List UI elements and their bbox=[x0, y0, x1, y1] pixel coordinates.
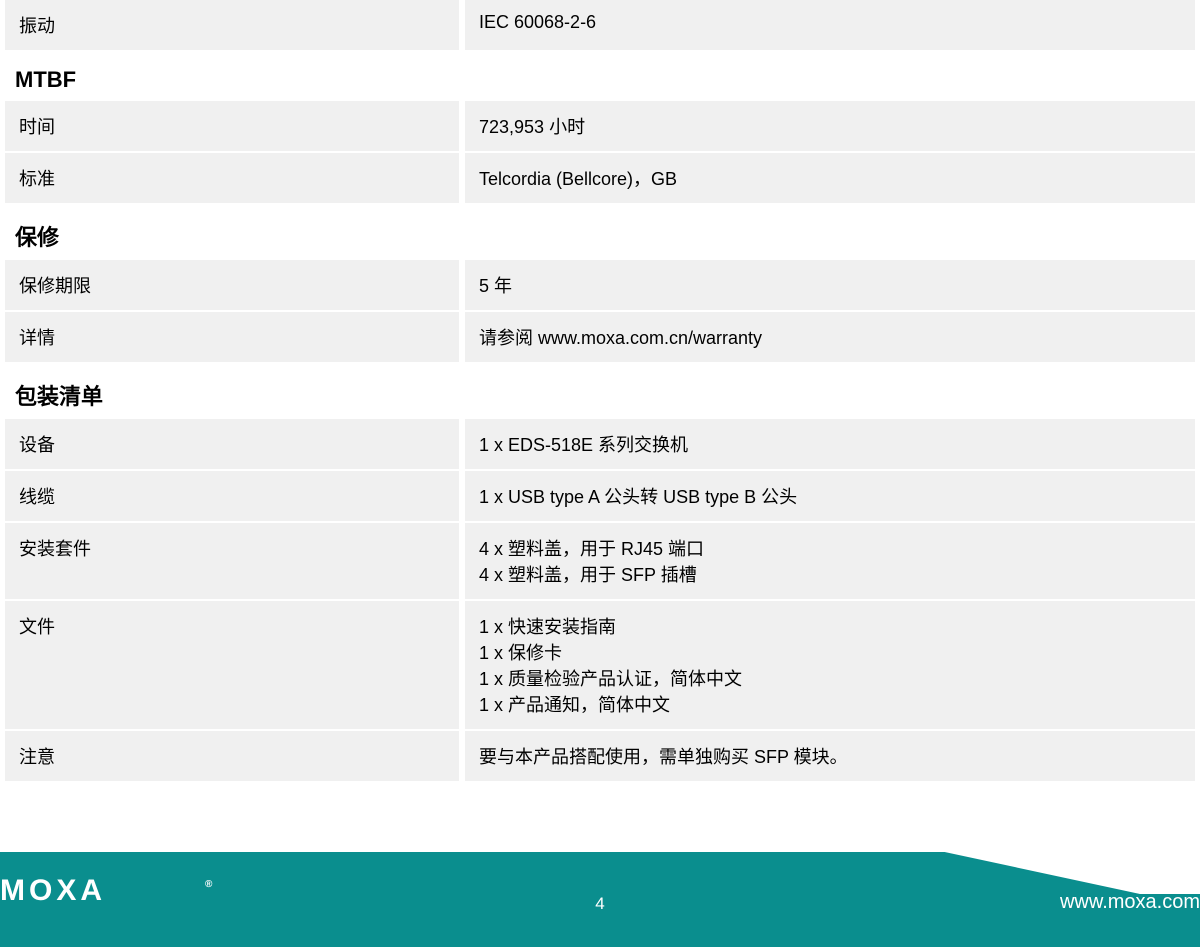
svg-text:®: ® bbox=[205, 879, 215, 890]
spec-label: 设备 bbox=[5, 419, 459, 469]
spec-value: Telcordia (Bellcore)，GB bbox=[465, 153, 1195, 203]
table-row: 详情 请参阅 www.moxa.com.cn/warranty bbox=[5, 312, 1195, 362]
spec-label: 标准 bbox=[5, 153, 459, 203]
table-row: 注意 要与本产品搭配使用，需单独购买 SFP 模块。 bbox=[5, 731, 1195, 781]
spec-value: 4 x 塑料盖，用于 RJ45 端口 4 x 塑料盖，用于 SFP 插槽 bbox=[465, 523, 1195, 599]
spec-label: 时间 bbox=[5, 101, 459, 151]
spec-label: 保修期限 bbox=[5, 260, 459, 310]
spec-label: 振动 bbox=[5, 0, 459, 50]
moxa-logo-icon: MOXA ® bbox=[0, 877, 215, 905]
table-row: 文件 1 x 快速安装指南 1 x 保修卡 1 x 质量检验产品认证，简体中文 … bbox=[5, 601, 1195, 729]
spec-value: 723,953 小时 bbox=[465, 101, 1195, 151]
spec-value: 要与本产品搭配使用，需单独购买 SFP 模块。 bbox=[465, 731, 1195, 781]
spec-label: 注意 bbox=[5, 731, 459, 781]
table-row: 安装套件 4 x 塑料盖，用于 RJ45 端口 4 x 塑料盖，用于 SFP 插… bbox=[5, 523, 1195, 599]
section-title-package: 包装清单 bbox=[5, 364, 1195, 419]
page-number: 4 bbox=[595, 894, 604, 914]
table-row: 振动 IEC 60068-2-6 bbox=[5, 0, 1195, 50]
spec-value: 请参阅 www.moxa.com.cn/warranty bbox=[465, 312, 1195, 362]
page-footer: MOXA ® 4 www.moxa.com bbox=[0, 852, 1200, 947]
section-title-mtbf: MTBF bbox=[5, 52, 1195, 101]
spec-label: 文件 bbox=[5, 601, 459, 729]
svg-text:MOXA: MOXA bbox=[0, 877, 106, 905]
section-title-warranty: 保修 bbox=[5, 205, 1195, 260]
spec-value: 1 x EDS-518E 系列交换机 bbox=[465, 419, 1195, 469]
spec-label: 详情 bbox=[5, 312, 459, 362]
spec-value: 1 x 快速安装指南 1 x 保修卡 1 x 质量检验产品认证，简体中文 1 x… bbox=[465, 601, 1195, 729]
table-row: 标准 Telcordia (Bellcore)，GB bbox=[5, 153, 1195, 203]
spec-label: 线缆 bbox=[5, 471, 459, 521]
spec-value: 1 x USB type A 公头转 USB type B 公头 bbox=[465, 471, 1195, 521]
spec-value: IEC 60068-2-6 bbox=[465, 0, 1195, 50]
footer-notch-icon bbox=[940, 851, 1200, 894]
spec-value: 5 年 bbox=[465, 260, 1195, 310]
table-row: 线缆 1 x USB type A 公头转 USB type B 公头 bbox=[5, 471, 1195, 521]
website-url: www.moxa.com bbox=[1060, 891, 1200, 914]
spec-content: 振动 IEC 60068-2-6 MTBF 时间 723,953 小时 标准 T… bbox=[0, 0, 1200, 781]
table-row: 设备 1 x EDS-518E 系列交换机 bbox=[5, 419, 1195, 469]
spec-label: 安装套件 bbox=[5, 523, 459, 599]
table-row: 保修期限 5 年 bbox=[5, 260, 1195, 310]
moxa-logo: MOXA ® bbox=[0, 872, 215, 914]
table-row: 时间 723,953 小时 bbox=[5, 101, 1195, 151]
